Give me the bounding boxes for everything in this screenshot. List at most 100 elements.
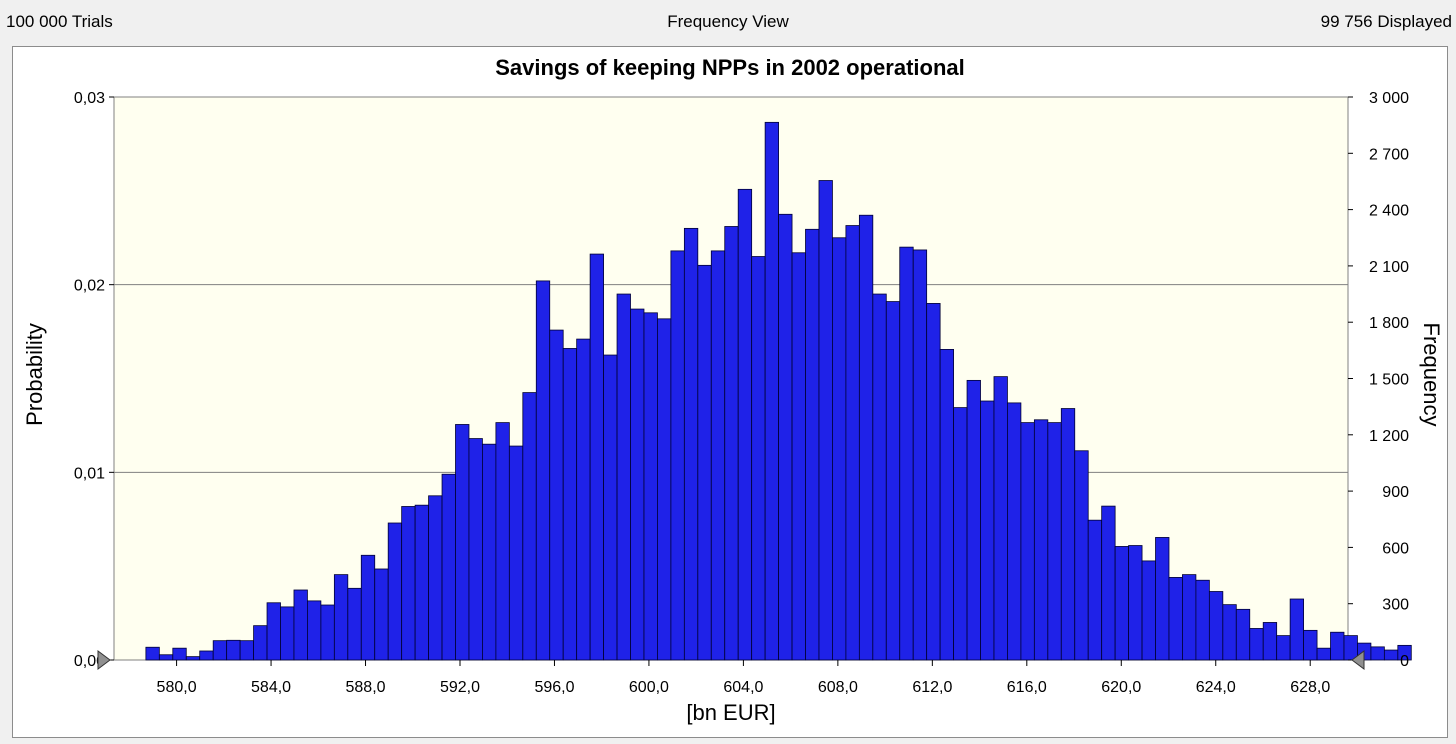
histogram-bar [885,301,901,661]
y-tick-label: 0,01 [74,465,105,482]
y2-tick-label: 1 200 [1369,428,1409,445]
histogram-bar [1128,545,1143,661]
histogram-bar [387,522,403,661]
x-axis-label: [bn EUR] [686,700,775,725]
histogram-bar [939,349,954,661]
right-range-grabber[interactable] [1351,650,1365,670]
histogram-bar [1208,591,1224,661]
histogram-bar [1276,635,1291,661]
histogram-bar [993,376,1008,661]
histogram-bar [1262,622,1278,661]
histogram-bar [482,443,497,661]
y2-axis-ticks: 0 300 600 900 1 200 1 500 1 800 2 100 2 400 2 700… [1348,90,1409,670]
histogram-bar [1141,560,1156,661]
histogram-bar [1074,450,1089,661]
status-bar: 100 000 Trials Frequency View 99 756 Dis… [0,0,1456,44]
histogram-bar [185,656,201,661]
histogram-bar [576,338,591,661]
histogram-bar [1007,402,1022,661]
displayed-count: 99 756 Displayed [1320,12,1452,31]
histogram-bar [374,568,389,661]
left-range-grabber[interactable] [97,650,111,670]
y2-tick-label: 1 800 [1369,315,1409,332]
histogram-bar [522,392,537,661]
bars-group [145,121,1412,661]
histogram-bar [630,308,645,661]
histogram-bar [670,250,685,661]
histogram-bar [1303,629,1318,661]
y-tick-label: 0,00 [74,653,105,670]
histogram-bar [1330,631,1345,661]
histogram-bar [1155,537,1170,661]
y2-tick-label: 2 400 [1369,203,1409,220]
histogram-bar [710,250,726,661]
histogram-bar [697,264,712,661]
histogram-bar [549,329,564,661]
histogram-bar [751,256,766,661]
histogram-bar [899,246,914,661]
histogram-bar [724,226,739,661]
histogram-bar [1222,604,1237,661]
histogram-bar [226,639,241,661]
x-axis-ticks: 580,0 584,0 588,0 592,0 596,0 600,0 604,0 608,0… [157,660,1330,696]
histogram-bar [199,650,214,661]
x-tick-label: 592,0 [440,679,480,696]
chart-title: Savings of keeping NPPs in 2002 operatio… [495,55,964,80]
histogram-bar [280,606,295,661]
histogram-bar [266,602,281,661]
histogram-bar [832,237,847,661]
histogram-bar [145,646,160,661]
histogram-bar [1020,422,1035,661]
histogram-bar [401,506,416,661]
histogram-bar [239,640,254,661]
y-axis-ticks: 0,00 0,01 0,02 0,03 [74,90,114,670]
histogram-bar [1047,422,1062,661]
histogram-bar [643,312,658,661]
histogram-bar [1195,579,1210,661]
histogram-bar [307,600,322,661]
histogram-bar [683,227,699,661]
histogram-bar [764,121,779,661]
view-mode-label: Frequency View [667,12,789,31]
histogram-bar [508,445,524,661]
y2-tick-label: 1 500 [1369,372,1409,389]
histogram-bar [1101,505,1116,661]
histogram-bar [1168,577,1183,661]
histogram-bar [1235,608,1251,661]
x-tick-label: 588,0 [346,679,386,696]
y2-axis-label: Frequency [1419,323,1444,427]
histogram-bar [805,228,820,661]
histogram-bar [441,473,456,661]
histogram-bar [791,252,806,661]
histogram-bar [1182,574,1197,661]
histogram-bar [455,424,470,661]
x-tick-label: 600,0 [629,679,669,696]
histogram-bar [1114,546,1129,661]
histogram-bar [616,293,631,661]
x-tick-label: 624,0 [1196,679,1236,696]
histogram-bar [1343,635,1358,661]
histogram-bar [562,348,578,661]
histogram-bar [845,225,860,661]
y-tick-label: 0,03 [74,90,105,107]
histogram-bar [966,379,981,661]
histogram-bar [495,422,510,661]
histogram-bar [320,604,335,661]
histogram-bar [1033,419,1049,661]
histogram-bar [535,280,551,661]
x-tick-label: 584,0 [251,679,291,696]
histogram-bar [872,293,887,661]
histogram-bar [1289,598,1304,661]
y2-tick-label: 0 [1400,653,1409,670]
histogram-bar [158,654,174,661]
histogram-bar [428,495,443,661]
histogram-bar [858,214,874,661]
y2-tick-label: 600 [1382,540,1409,557]
y-tick-label: 0,02 [74,278,105,295]
histogram-bar [360,554,376,661]
x-tick-label: 596,0 [534,679,574,696]
y-axis-label: Probability [22,323,47,426]
histogram-bar [589,253,604,661]
histogram-bar [468,438,483,661]
